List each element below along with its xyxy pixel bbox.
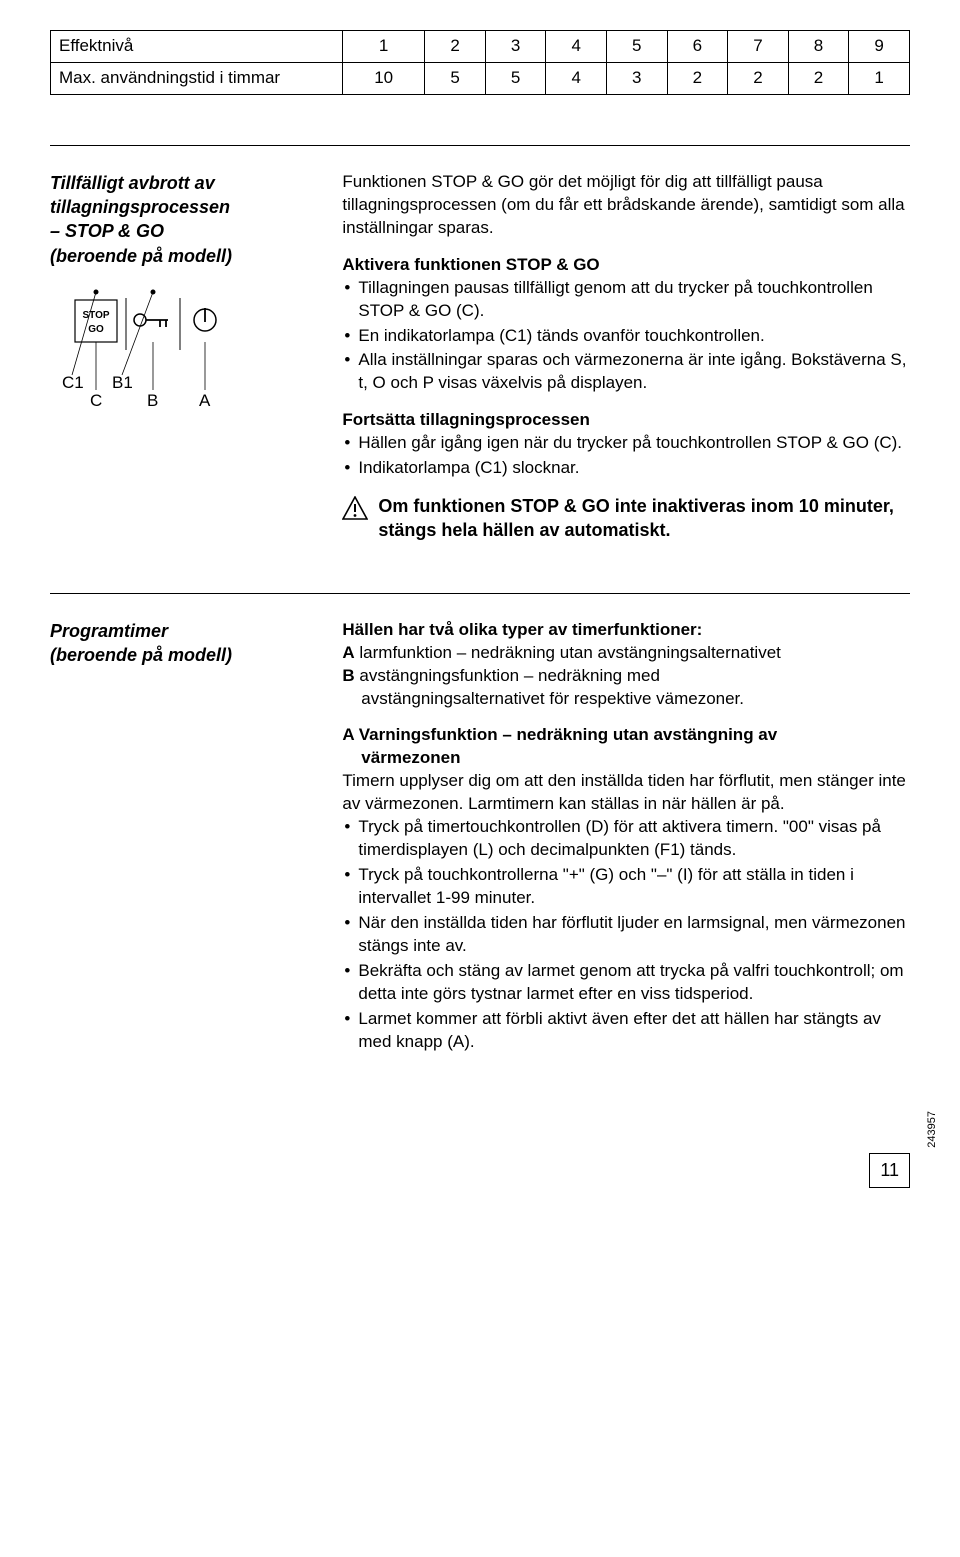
cell: 1 [343,31,425,63]
label-C1: C1 [62,373,84,392]
title-line: Tillfälligt avbrott av [50,173,215,193]
text: avstängningsfunktion – nedräkning med [355,666,660,685]
cell: 2 [728,62,789,94]
title-line: – STOP & GO [50,221,164,241]
paragraph: Hällen har två olika typer av timerfunkt… [342,619,910,711]
control-panel-diagram: STOP GO [50,280,322,417]
page-number: 11 [869,1153,910,1187]
cell: 3 [485,31,546,63]
title-line: (beroende på modell) [50,246,232,266]
title-line: (beroende på modell) [50,645,232,665]
list-item: Tryck på touchkontrollerna "+" (G) och "… [342,864,910,910]
section-title: Programtimer (beroende på modell) [50,619,322,668]
text: larmfunktion – nedräkning utan avstängni… [355,643,781,662]
cell: 5 [607,31,668,63]
go-label: GO [88,324,104,335]
title-line: Programtimer [50,621,168,641]
cell: 2 [425,31,486,63]
label-C: C [90,391,102,410]
label-A: A [199,391,211,410]
cell: 5 [485,62,546,94]
warning-box: Om funktionen STOP & GO inte inaktiveras… [342,494,910,543]
list-item: Larmet kommer att förbli aktivt även eft… [342,1008,910,1054]
sub-line: A Varningsfunktion – nedräkning utan avs… [342,725,777,744]
bullet-list: Tillagningen pausas tillfälligt genom at… [342,277,910,396]
cell: 8 [788,31,849,63]
cell: 4 [546,31,607,63]
cell: 4 [546,62,607,94]
cell: 10 [343,62,425,94]
text: avstängningsalternativet för respektive … [361,689,744,708]
list-item: När den inställda tiden har förflutit lj… [342,912,910,958]
table-row: Effektnivå 1 2 3 4 5 6 7 8 9 [51,31,910,63]
cell: 9 [849,31,910,63]
right-column: Funktionen STOP & GO gör det möjligt för… [342,171,910,553]
cell: 6 [667,31,728,63]
cell: 2 [667,62,728,94]
cell-label: Max. användningstid i timmar [51,62,343,94]
divider [50,593,910,594]
section-programtimer: Programtimer (beroende på modell) Hällen… [50,619,910,1068]
warning-icon [342,496,368,527]
cell: 3 [607,62,668,94]
bold-B: B [342,666,354,685]
label-B1: B1 [112,373,133,392]
section-stop-go: Tillfälligt avbrott av tillagningsproces… [50,171,910,553]
right-column: Hällen har två olika typer av timerfunkt… [342,619,910,1068]
left-column: Tillfälligt avbrott av tillagningsproces… [50,171,342,417]
key-icon [134,314,168,327]
left-column: Programtimer (beroende på modell) [50,619,342,680]
cell: 5 [425,62,486,94]
list-item: Alla inställningar sparas och värmezoner… [342,349,910,395]
label-B: B [147,391,158,410]
table-row: Max. användningstid i timmar 10 5 5 4 3 … [51,62,910,94]
stop-label: STOP [82,310,109,321]
list-item: Tillagningen pausas tillfälligt genom at… [342,277,910,323]
power-level-table: Effektnivå 1 2 3 4 5 6 7 8 9 Max. använd… [50,30,910,95]
sub-line: värmezonen [361,748,460,767]
cell: 2 [788,62,849,94]
list-item: Hällen går igång igen när du trycker på … [342,432,910,455]
list-item: Tryck på timertouchkontrollen (D) för at… [342,816,910,862]
subheading: Aktivera funktionen STOP & GO [342,254,910,277]
section-title: Tillfälligt avbrott av tillagningsproces… [50,171,322,268]
divider [50,145,910,146]
cell-label: Effektnivå [51,31,343,63]
paragraph: Funktionen STOP & GO gör det möjligt för… [342,171,910,240]
power-icon [194,308,216,331]
title-line: tillagningsprocessen [50,197,230,217]
subheading: Fortsätta tillagningsprocessen [342,409,910,432]
list-item: En indikatorlampa (C1) tänds ovanför tou… [342,325,910,348]
bullet-list: Hällen går igång igen när du trycker på … [342,432,910,480]
subheading: A Varningsfunktion – nedräkning utan avs… [342,724,910,770]
warning-text: Om funktionen STOP & GO inte inaktiveras… [378,494,910,543]
paragraph: Timern upplyser dig om att den inställda… [342,770,910,816]
cell: 7 [728,31,789,63]
cell: 1 [849,62,910,94]
side-code: 243957 [925,1111,940,1148]
bullet-list: Tryck på timertouchkontrollen (D) för at… [342,816,910,1053]
list-item: Indikatorlampa (C1) slocknar. [342,457,910,480]
list-item: Bekräfta och stäng av larmet genom att t… [342,960,910,1006]
intro-bold: Hällen har två olika typer av timerfunkt… [342,620,702,639]
bold-A: A [342,643,354,662]
